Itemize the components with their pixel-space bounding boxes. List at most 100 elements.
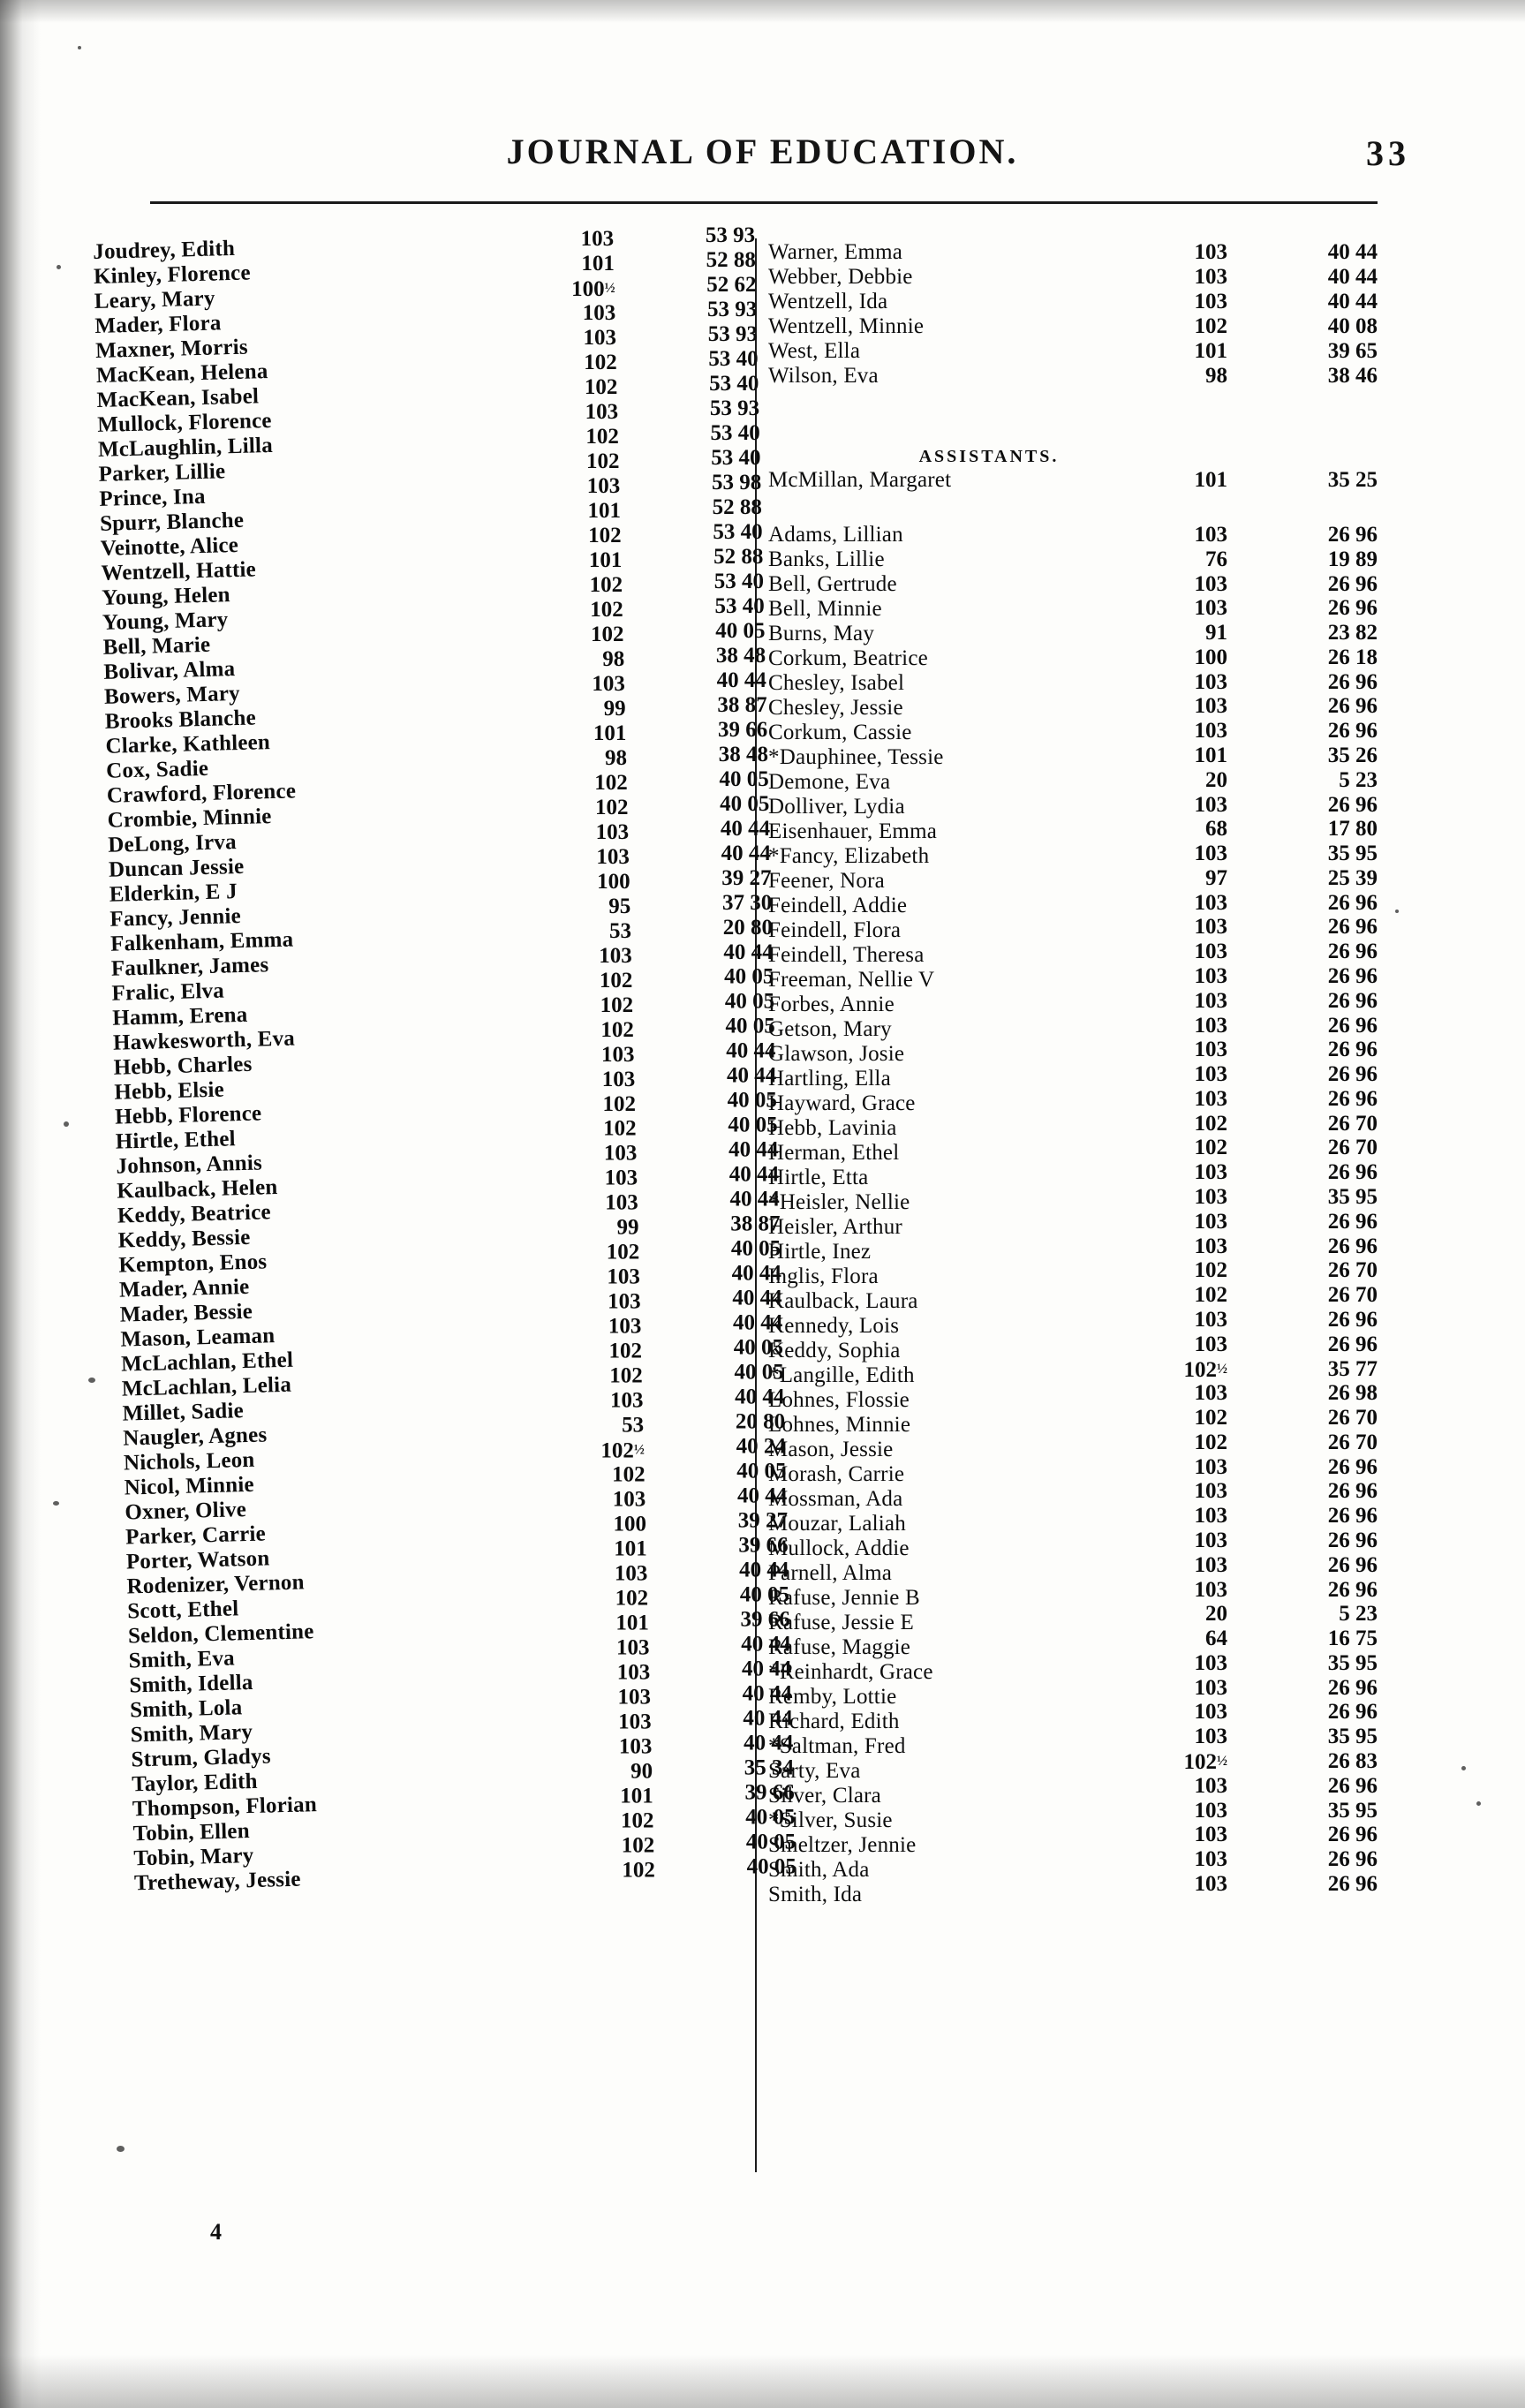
entry-name: Smeltzer, Jennie xyxy=(768,1833,917,1857)
entry-days: 103 xyxy=(1194,1578,1228,1602)
entry-days: 103 xyxy=(608,1289,641,1314)
entry-days: 102 xyxy=(591,622,624,646)
entry-amount: 26 96 xyxy=(1327,670,1378,694)
entry-amount: 26 96 xyxy=(1327,694,1378,718)
entry-days: 102 xyxy=(599,968,633,993)
entry-days: 103 xyxy=(1194,1332,1228,1356)
entry-name: Hartling, Ella xyxy=(768,1067,891,1091)
entry-days: 102 xyxy=(1194,1406,1228,1430)
entry-days: 103 xyxy=(585,400,619,425)
entry-name: Herman, Ethel xyxy=(768,1141,900,1165)
entry-name: Inglis, Flora xyxy=(768,1264,879,1288)
entry-days: 102 xyxy=(585,424,619,449)
entry-days: 103 xyxy=(618,1710,652,1734)
entry-days: 103 xyxy=(1194,719,1228,743)
scan-speck xyxy=(57,265,61,269)
header-rule xyxy=(150,201,1378,204)
entry-days: 102 xyxy=(1194,314,1228,338)
table-row: Silver, Clara 103 26 96 xyxy=(768,1774,1386,1808)
table-row: *Fancy, Elizabeth 103 35 95 xyxy=(768,842,1386,869)
table-row: Glawson, Josie 103 26 96 xyxy=(768,1038,1386,1067)
table-row: Hirtle, Etta 103 26 96 xyxy=(768,1160,1386,1190)
scan-speck xyxy=(78,46,81,49)
entry-days: 103 xyxy=(1194,290,1228,313)
entry-days: 103 xyxy=(580,227,615,252)
entry-amount: 26 98 xyxy=(1327,1381,1378,1405)
entry-name: Parker, Carrie xyxy=(125,1521,267,1550)
entry-amount: 40 44 xyxy=(729,1187,780,1212)
entry-days: 103 xyxy=(607,1264,640,1289)
entry-name: Warner, Emma xyxy=(768,240,903,264)
entry-amount: 35 26 xyxy=(1327,744,1378,767)
entry-name: Rafuse, Jessie E xyxy=(768,1611,914,1634)
entry-name: Chesley, Jessie xyxy=(768,696,903,720)
entry-name: Leary, Mary xyxy=(94,286,215,313)
entry-amount: 26 96 xyxy=(1327,1210,1378,1234)
entry-name: Spurr, Blanche xyxy=(99,508,245,536)
entry-name: Hebb, Elsie xyxy=(114,1077,225,1105)
table-row: Eisenhauer, Emma 68 17 80 xyxy=(768,817,1386,844)
entry-days: 103 xyxy=(1194,1823,1228,1846)
scan-speck xyxy=(1395,910,1399,913)
entry-name: Hamm, Erena xyxy=(111,1002,248,1030)
scan-speck xyxy=(1461,1766,1466,1770)
entry-name: Heisler, Arthur xyxy=(768,1215,902,1239)
entry-days: 99 xyxy=(616,1215,639,1240)
entry-days: 103 xyxy=(1194,240,1228,264)
entry-days: 103 xyxy=(1194,964,1228,988)
entry-amount: 53 93 xyxy=(709,396,760,420)
entry-days: 103 xyxy=(618,1734,653,1759)
table-row: Smith, Ada 103 26 96 xyxy=(768,1847,1386,1883)
entry-amount: 35 95 xyxy=(1327,842,1378,865)
entry-name: Keddy, Sophia xyxy=(768,1339,901,1363)
entry-amount: 40 44 xyxy=(726,1063,777,1088)
entry-amount: 26 96 xyxy=(1327,1087,1378,1111)
entry-amount: 40 44 xyxy=(726,1038,776,1063)
scan-speck xyxy=(117,2146,125,2152)
entry-name: Lohnes, Flossie xyxy=(768,1388,910,1412)
entry-name: Nichols, Leon xyxy=(123,1447,255,1476)
entry-days: 103 xyxy=(1194,1479,1228,1503)
entry-amount: 26 96 xyxy=(1327,596,1378,620)
entry-amount: 38 48 xyxy=(718,742,768,766)
entry-amount: 52 62 xyxy=(706,272,757,297)
entry-amount: 40 05 xyxy=(720,791,770,816)
entry-name: Taylor, Edith xyxy=(131,1769,259,1797)
table-row: Remby, Lottie 103 26 96 xyxy=(768,1676,1386,1710)
entry-name: Elderkin, E J xyxy=(109,879,238,907)
entry-amount: 26 96 xyxy=(1327,1160,1378,1184)
entry-days: 103 xyxy=(1194,1185,1228,1209)
entry-amount: 17 80 xyxy=(1327,817,1378,841)
entry-name: Keddy, Bessie xyxy=(117,1225,251,1253)
entry-days: 102 xyxy=(588,523,622,547)
entry-name: Johnson, Annis xyxy=(116,1151,263,1179)
entry-amount: 26 96 xyxy=(1327,523,1378,547)
entry-days: 103 xyxy=(1194,694,1228,718)
entry-days: 98 xyxy=(605,745,628,770)
entry-name: Morash, Carrie xyxy=(768,1462,905,1486)
entry-amount: 23 82 xyxy=(1327,621,1378,645)
entry-days: 102 xyxy=(1194,1136,1228,1159)
entry-days: 100 xyxy=(1194,645,1228,669)
entry-name: Corkum, Cassie xyxy=(768,721,912,744)
table-row: Herman, Ethel 102 26 70 xyxy=(768,1136,1386,1166)
entry-amount: 38 87 xyxy=(730,1212,781,1236)
entry-amount: 35 95 xyxy=(1327,1185,1378,1209)
entry-days: 103 xyxy=(604,1166,638,1190)
entry-amount: 40 05 xyxy=(733,1335,783,1360)
table-row: Chesley, Isabel 103 26 96 xyxy=(768,670,1386,696)
entry-days: 102 xyxy=(594,795,629,819)
table-row: *Saltman, Fred 103 35 95 xyxy=(768,1725,1386,1759)
entry-amount: 40 44 xyxy=(733,1310,783,1335)
entry-name: Porter, Watson xyxy=(125,1546,270,1574)
entry-days: 101 xyxy=(614,1536,647,1561)
entry-name: Mader, Flora xyxy=(94,311,222,338)
entry-days: 102 xyxy=(622,1858,655,1883)
table-row: Hartling, Ella 103 26 96 xyxy=(768,1062,1386,1091)
entry-amount: 26 96 xyxy=(1327,1062,1378,1086)
entry-amount: 40 44 xyxy=(729,1162,780,1187)
entry-name: Brooks Blanche xyxy=(104,706,257,734)
entry-name: Naugler, Agnes xyxy=(123,1423,268,1451)
entry-name: Millet, Sadie xyxy=(122,1399,245,1426)
entry-days: 100½ xyxy=(571,277,615,302)
